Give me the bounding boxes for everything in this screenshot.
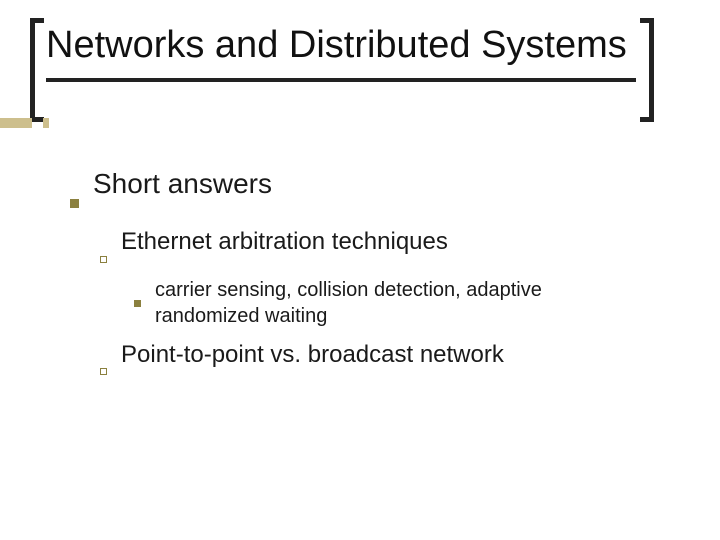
hollow-square-bullet-icon [100, 240, 107, 271]
bullet-lvl2: Point-to-point vs. broadcast network [100, 339, 650, 383]
lvl1-text: Short answers [93, 166, 650, 201]
lvl2-text: Point-to-point vs. broadcast network [121, 339, 650, 370]
hollow-square-bullet-icon [100, 352, 107, 383]
title-underline [46, 78, 636, 82]
square-bullet-icon [70, 181, 79, 216]
accent-bar-inner [43, 118, 49, 128]
accent-bar-outer [0, 118, 32, 128]
title-bracket-right [640, 18, 654, 122]
title-bracket-left [30, 18, 44, 122]
slide: Networks and Distributed Systems Short a… [0, 0, 720, 540]
lvl3-text: carrier sensing, collision detection, ad… [155, 277, 650, 329]
bullet-lvl1: Short answers [70, 166, 650, 216]
square-bullet-small-icon [134, 288, 141, 314]
bullet-lvl2: Ethernet arbitration techniques [100, 226, 650, 270]
slide-body: Short answers Ethernet arbitration techn… [70, 160, 650, 389]
title-area: Networks and Distributed Systems [46, 20, 636, 82]
bullet-lvl3: carrier sensing, collision detection, ad… [134, 277, 650, 329]
slide-title: Networks and Distributed Systems [46, 20, 636, 76]
lvl2-text: Ethernet arbitration techniques [121, 226, 650, 257]
